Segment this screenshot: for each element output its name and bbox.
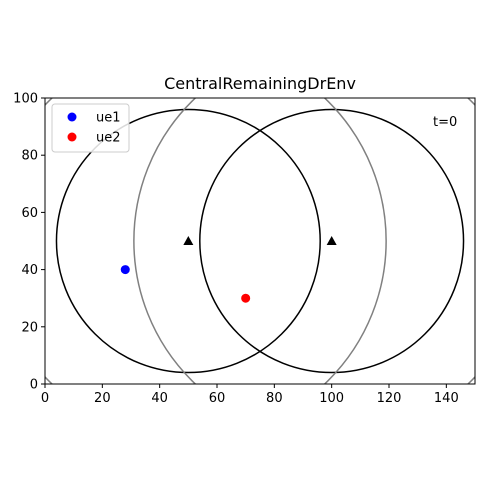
point-ue2: [241, 293, 251, 303]
legend-marker-ue2: [67, 132, 77, 142]
x-tick-label: 60: [209, 391, 226, 406]
plot-markers: [120, 236, 337, 303]
x-tick-label: 40: [151, 391, 168, 406]
base-station-marker-1: [183, 236, 194, 245]
x-tick-label: 120: [377, 391, 402, 406]
x-tick-label: 20: [94, 391, 111, 406]
chart-title: CentralRemainingDrEnv: [164, 74, 356, 93]
y-tick-label: 100: [13, 92, 38, 107]
coverage-circle-1: [55, 108, 321, 374]
x-tick-label: 80: [266, 391, 283, 406]
base-station-marker-2: [326, 236, 337, 245]
coverage-circle-3: [45, 98, 387, 384]
legend-label-ue2: ue2: [96, 131, 121, 146]
x-tick-label: 0: [41, 391, 49, 406]
coverage-circles: [45, 98, 475, 384]
axes: 0 20 40 60 80 100 120 140 0 20 40 60 80 100: [13, 92, 476, 406]
plot-frame: [44, 97, 476, 385]
x-tick-label: 140: [434, 391, 459, 406]
y-tick-label: 60: [21, 206, 38, 221]
y-tick-label: 40: [21, 263, 38, 278]
legend-marker-ue1: [67, 112, 77, 122]
y-tick-label: 0: [30, 378, 38, 393]
legend-label-ue1: ue1: [96, 111, 121, 126]
y-tick-label: 20: [21, 320, 38, 335]
time-label: t=0: [433, 115, 457, 130]
point-ue1: [120, 265, 130, 275]
coverage-circle-2: [199, 108, 465, 374]
y-tick-label: 80: [21, 149, 38, 164]
coverage-circle-4: [133, 98, 475, 384]
x-tick-label: 100: [319, 391, 344, 406]
